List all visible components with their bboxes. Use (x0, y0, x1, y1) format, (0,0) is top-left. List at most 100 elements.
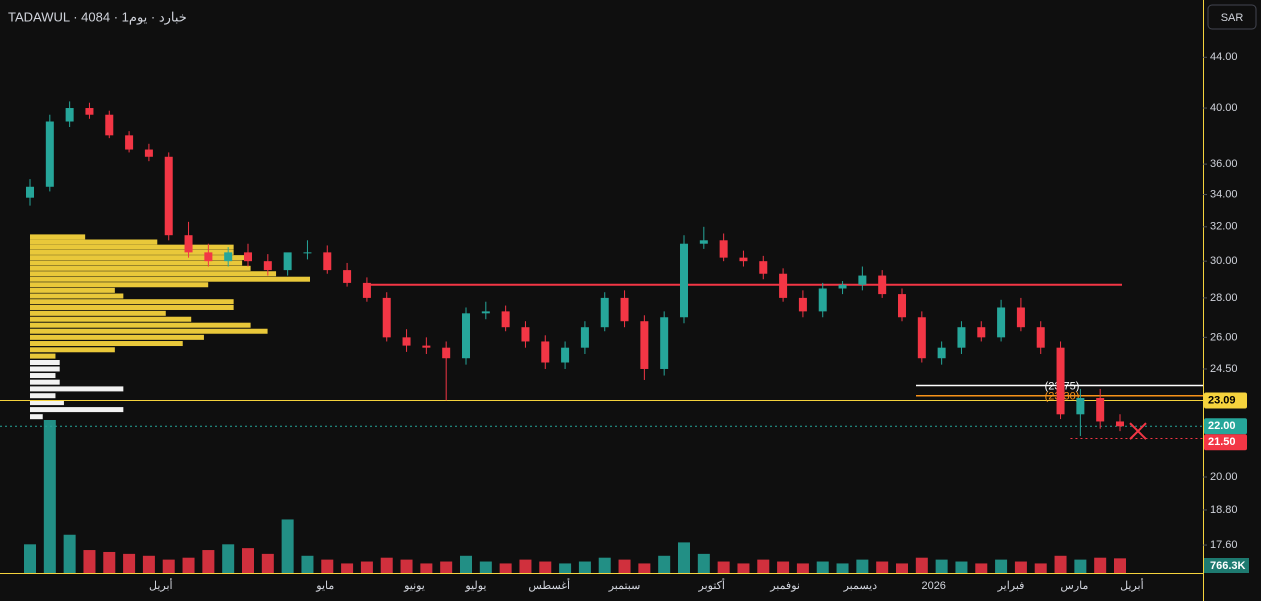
candle-body (620, 297, 629, 322)
x-tick-label: أكتوبر (698, 578, 725, 592)
candle-body (362, 282, 371, 298)
volume-bar (321, 559, 334, 573)
volume-bar (1054, 555, 1067, 573)
profile-bar (30, 353, 56, 359)
profile-bar (30, 414, 43, 420)
volume-bar (975, 563, 988, 573)
x-tick-label: سبتمبر (608, 580, 641, 592)
candle-body (501, 311, 510, 328)
candle-body (1036, 327, 1045, 348)
volume-bar (598, 557, 611, 573)
volume-bar (162, 559, 175, 573)
volume-bar (222, 544, 235, 573)
profile-bar (30, 265, 251, 271)
x-tick-label: أبريل (1120, 578, 1144, 592)
candle-body (125, 135, 134, 150)
profile-bar (30, 255, 251, 261)
y-tick-label: 17.60 (1210, 539, 1238, 551)
y-tick-label: 26.00 (1210, 331, 1238, 343)
profile-bar (30, 393, 56, 399)
profile-bar (30, 373, 56, 379)
profile-bar (30, 386, 124, 392)
candle-body (442, 347, 451, 359)
candle-body (957, 327, 966, 348)
volume-bar (638, 563, 651, 573)
currency-button[interactable] (1207, 4, 1257, 30)
volume-bar (559, 563, 572, 573)
x-tick-label: أبريل (149, 578, 173, 592)
candle-body (323, 252, 332, 271)
volume-bar (935, 559, 948, 573)
y-tick-label: 40.00 (1210, 102, 1238, 114)
volume-bar (499, 563, 512, 573)
volume-bar (281, 519, 294, 573)
profile-bar (30, 360, 60, 366)
volume-bar (618, 559, 631, 573)
candle-body (481, 311, 490, 314)
profile-bar (30, 276, 310, 282)
profile-bar (30, 234, 86, 240)
candle-body (402, 337, 411, 346)
volume-bar (578, 561, 591, 573)
volume-bar (440, 561, 453, 573)
volume-bar (816, 561, 829, 573)
candle-body (680, 243, 688, 318)
x-tick-label: يوليو (464, 580, 486, 592)
candle-body (26, 186, 34, 198)
x-tick-label: 2026 (921, 580, 945, 592)
candle-body (1056, 347, 1065, 415)
volume-bar (202, 550, 215, 573)
candle-body (1076, 398, 1085, 415)
candle-body (263, 261, 272, 271)
volume-label-box (1204, 558, 1249, 573)
price-label: 21.50 (1208, 436, 1236, 448)
volume-bar (479, 561, 492, 573)
candle-body (85, 108, 94, 115)
candle-body (838, 284, 847, 289)
profile-bar (30, 400, 64, 406)
candle-body (878, 275, 887, 295)
volume-bar (757, 559, 770, 573)
candle-body (541, 341, 550, 363)
volume-bar (1094, 557, 1107, 573)
candle-body (105, 114, 114, 136)
volume-bar (678, 542, 690, 573)
candle-body (759, 261, 768, 274)
y-tick-label: 20.00 (1210, 471, 1238, 483)
profile-bar (30, 244, 234, 250)
y-tick-label: 18.80 (1210, 504, 1238, 516)
profile-bar (30, 310, 166, 316)
profile-bar (30, 304, 234, 310)
candle-body (699, 240, 708, 244)
x-tick-label: يونيو (403, 580, 425, 592)
y-tick-label: 30.00 (1210, 255, 1238, 267)
candle-body (65, 108, 74, 122)
profile-bar (30, 366, 60, 372)
volume-bar (123, 553, 136, 573)
currency[interactable]: SAR (1221, 12, 1244, 24)
y-tick-label: 44.00 (1210, 51, 1238, 63)
candle-body (521, 327, 530, 342)
volume-label: 766.3K (1210, 560, 1246, 572)
candle-body (858, 275, 867, 285)
volume-bar (400, 559, 413, 573)
volume-bar (915, 557, 928, 573)
profile-bar (30, 239, 158, 245)
candle-body (739, 257, 748, 262)
volume-bar (697, 553, 710, 573)
volume-bar (261, 553, 274, 573)
profile-bar (30, 271, 277, 277)
profile-bar (30, 341, 183, 347)
volume-bar (836, 563, 849, 573)
candle-body (898, 294, 906, 318)
volume-bar (856, 559, 869, 573)
volume-bar (24, 544, 36, 573)
price-label: 22.00 (1208, 420, 1236, 432)
candle-body (937, 347, 946, 359)
volume-bar (460, 555, 472, 573)
x-tick-label: مايو (315, 580, 334, 592)
candle-body (422, 345, 431, 348)
chart-title: TADAWUL · 4084 · خبارد · يوم1 (8, 9, 187, 25)
x-tick-label: ديسمبر (843, 580, 878, 592)
volume-bar (796, 563, 809, 573)
